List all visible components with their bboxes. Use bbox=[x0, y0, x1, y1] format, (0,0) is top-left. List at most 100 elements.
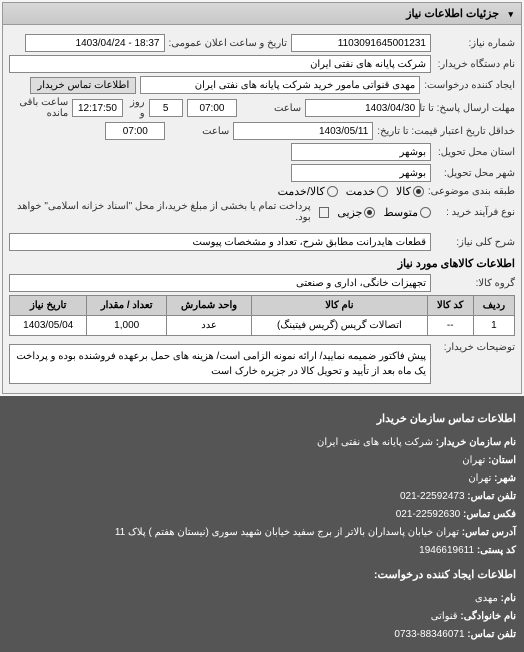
class-khadmat-label: خدمت bbox=[346, 185, 375, 198]
group-field: تجهیزات خانگی، اداری و صنعتی bbox=[9, 274, 431, 292]
process-part-label: جزیی bbox=[337, 206, 362, 219]
name-label: نام: bbox=[501, 593, 516, 604]
days-field: 5 bbox=[149, 99, 183, 117]
radio-icon bbox=[364, 207, 375, 218]
addr-value: تهران خیابان پاسداران بالاتر از برج سفید… bbox=[115, 527, 459, 538]
table-header-row: ردیف کد کالا نام کالا واحد شمارش تعداد /… bbox=[10, 296, 515, 316]
addr-label: آدرس تماس: bbox=[462, 527, 516, 538]
process-note: پرداخت تمام یا بخشی از مبلغ خرید،از محل … bbox=[9, 201, 311, 223]
phone-label: تلفن تماس: bbox=[467, 491, 516, 502]
panel-body: شماره نیاز: 1103091645001231 تاریخ و ساع… bbox=[3, 25, 521, 393]
contact-line: نام: مهدی bbox=[8, 590, 516, 608]
delivery-city-label: شهر محل تحویل: bbox=[435, 168, 515, 179]
contact-line: استان: تهران bbox=[8, 452, 516, 470]
delivery-state-label: استان محل تحویل: bbox=[435, 147, 515, 158]
contact-title: اطلاعات تماس سازمان خریدار bbox=[8, 410, 516, 430]
radio-icon bbox=[413, 186, 424, 197]
validity-date-field: 1403/05/11 bbox=[233, 122, 373, 140]
th-unit: واحد شمارش bbox=[166, 296, 251, 316]
delivery-state-field: بوشهر bbox=[291, 143, 431, 161]
panel-title: جزئیات اطلاعات نیاز bbox=[406, 7, 499, 20]
goods-title: اطلاعات کالاهای مورد نیاز bbox=[9, 257, 515, 270]
buyer-note-box: پیش فاکتور ضمیمه نمایید/ ارائه نمونه الز… bbox=[9, 344, 431, 384]
contact-line: نام سازمان خریدار: شرکت پایانه های نفتی … bbox=[8, 434, 516, 452]
city-value: تهران bbox=[468, 473, 491, 484]
contact-buyer-button[interactable]: اطلاعات تماس خریدار bbox=[30, 77, 136, 94]
contact-line: تلفن تماس: 88346071-0733 bbox=[8, 626, 516, 644]
deadline-time-field: 07:00 bbox=[187, 99, 237, 117]
request-no-label: شماره نیاز: bbox=[435, 38, 515, 49]
request-no-field: 1103091645001231 bbox=[291, 34, 431, 52]
class-radio-group: کالا خدمت کالا/خدمت bbox=[278, 185, 424, 198]
radio-icon bbox=[420, 207, 431, 218]
validity-label: خداقل تاریخ اعتبار قیمت: تا تاریخ: bbox=[377, 126, 515, 137]
fax-value: 22592630-021 bbox=[396, 509, 461, 520]
req-phone-value: 88346071-0733 bbox=[394, 629, 464, 640]
treasury-checkbox[interactable] bbox=[319, 207, 330, 218]
req-phone-label: تلفن تماس: bbox=[467, 629, 516, 640]
post-value: 1946619611 bbox=[419, 545, 474, 556]
surname-value: قنواتی bbox=[431, 611, 458, 622]
phone-value: 22592473-021 bbox=[400, 491, 465, 502]
process-mid-label: متوسط bbox=[383, 206, 418, 219]
th-name: نام کالا bbox=[252, 296, 427, 316]
org-label: نام سازمان خریدار: bbox=[436, 437, 516, 448]
contact-line: کد پستی: 1946619611 bbox=[8, 542, 516, 560]
contact-line: تلفن تماس: 22592473-021 bbox=[8, 488, 516, 506]
cell-date: 1403/05/04 bbox=[10, 316, 87, 336]
process-part-radio[interactable]: جزیی bbox=[337, 206, 375, 219]
validity-time-field: 07:00 bbox=[105, 122, 165, 140]
name-value: مهدی bbox=[475, 593, 498, 604]
class-kala-label: کالا bbox=[396, 185, 411, 198]
cell-name: اتصالات گریس (گریس فیتینگ) bbox=[252, 316, 427, 336]
fax-label: فکس تماس: bbox=[463, 509, 516, 520]
main-panel: ▾ جزئیات اطلاعات نیاز شماره نیاز: 110309… bbox=[2, 2, 522, 394]
remain-label: ساعت باقی مانده bbox=[9, 97, 68, 119]
cell-qty: 1,000 bbox=[87, 316, 167, 336]
deadline-time-label: ساعت bbox=[241, 103, 301, 114]
surname-label: نام خانوادگی: bbox=[460, 611, 516, 622]
class-mix-label: کالا/خدمت bbox=[278, 185, 325, 198]
cell-unit: عدد bbox=[166, 316, 251, 336]
state-value: تهران bbox=[462, 455, 485, 466]
deadline-date-field: 1403/04/30 bbox=[305, 99, 420, 117]
class-khadmat-radio[interactable]: خدمت bbox=[346, 185, 388, 198]
public-date-field: 18:37 - 1403/04/24 bbox=[25, 34, 165, 52]
radio-icon bbox=[327, 186, 338, 197]
panel-header[interactable]: ▾ جزئیات اطلاعات نیاز bbox=[3, 3, 521, 25]
process-radio-group: متوسط جزیی پرداخت تمام یا بخشی از مبلغ خ… bbox=[9, 201, 431, 223]
contact-line: شهر: تهران bbox=[8, 470, 516, 488]
collapse-icon[interactable]: ▾ bbox=[503, 9, 513, 19]
desc-field: قطعات هایدرانت مطابق شرح، تعداد و مشخصات… bbox=[9, 233, 431, 251]
process-mid-radio[interactable]: متوسط bbox=[383, 206, 431, 219]
process-label: نوع فرآیند خرید : bbox=[435, 207, 515, 218]
buyer-org-label: نام دستگاه خریدار: bbox=[435, 59, 515, 70]
cell-row: 1 bbox=[473, 316, 514, 336]
cell-code: -- bbox=[427, 316, 473, 336]
requester-field: مهدی قنواتی مامور خرید شرکت پایانه های ن… bbox=[140, 76, 420, 94]
contact-line: نام خانوادگی: قنواتی bbox=[8, 608, 516, 626]
desc-label: شرح کلی نیاز: bbox=[435, 237, 515, 248]
buyer-note-label: توضیحات خریدار: bbox=[435, 342, 515, 353]
city-label: شهر: bbox=[494, 473, 516, 484]
goods-table: ردیف کد کالا نام کالا واحد شمارش تعداد /… bbox=[9, 295, 515, 336]
th-code: کد کالا bbox=[427, 296, 473, 316]
post-label: کد پستی: bbox=[477, 545, 516, 556]
radio-icon bbox=[377, 186, 388, 197]
contact-line: آدرس تماس: تهران خیابان پاسداران بالاتر … bbox=[8, 524, 516, 542]
group-label: گروه کالا: bbox=[435, 278, 515, 289]
remain-time-field: 12:17:50 bbox=[72, 99, 122, 117]
buyer-org-field: شرکت پایانه های نفتی ایران bbox=[9, 55, 431, 73]
org-value: شرکت پایانه های نفتی ایران bbox=[317, 437, 433, 448]
delivery-city-field: بوشهر bbox=[291, 164, 431, 182]
validity-time-label: ساعت bbox=[169, 126, 229, 137]
public-date-label: تاریخ و ساعت اعلان عمومی: bbox=[169, 38, 288, 49]
class-kala-radio[interactable]: کالا bbox=[396, 185, 424, 198]
days-label: روز و bbox=[127, 97, 145, 119]
contact-panel: اطلاعات تماس سازمان خریدار نام سازمان خر… bbox=[0, 396, 524, 652]
state-label: استان: bbox=[488, 455, 516, 466]
class-mix-radio[interactable]: کالا/خدمت bbox=[278, 185, 338, 198]
contact-line: فکس تماس: 22592630-021 bbox=[8, 506, 516, 524]
deadline-label: مهلت ارسال پاسخ: تا تاریخ: bbox=[424, 103, 515, 114]
th-qty: تعداد / مقدار bbox=[87, 296, 167, 316]
